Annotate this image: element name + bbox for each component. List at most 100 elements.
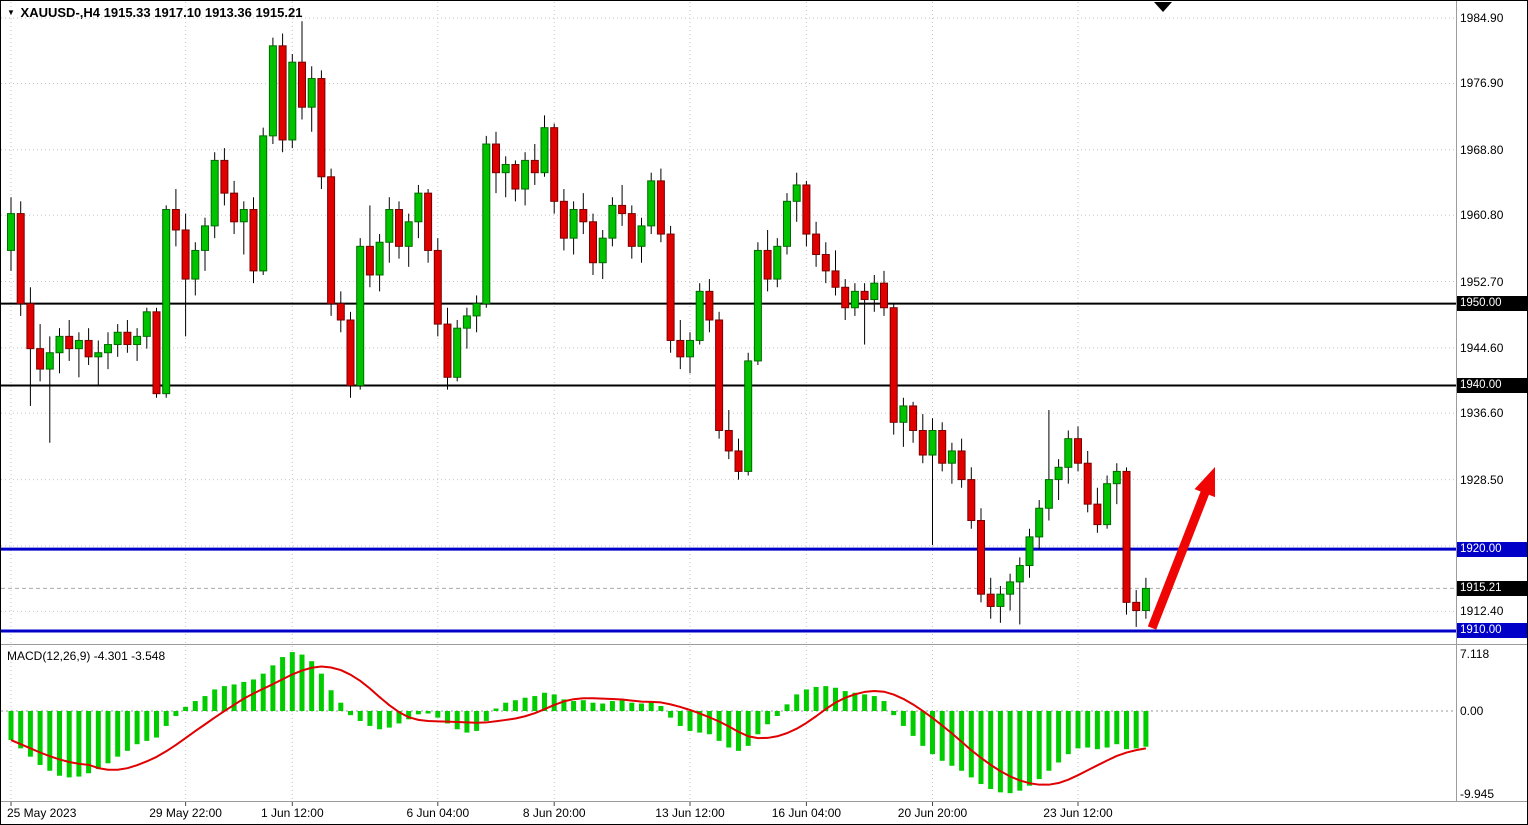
macd-bar bbox=[512, 700, 518, 711]
time-axis[interactable]: 25 May 2023 29 May 22:00 1 Jun 12:00 6 Jun … bbox=[1, 802, 1456, 824]
price-level-badge: 1910.00 bbox=[1457, 623, 1527, 639]
macd-axis-label: 7.118 bbox=[1460, 647, 1490, 661]
candle-body bbox=[530, 159, 539, 174]
time-axis-label: 29 May 22:00 bbox=[149, 806, 222, 820]
macd-bar bbox=[163, 711, 169, 726]
time-axis-label: 25 May 2023 bbox=[7, 806, 77, 820]
candle-body bbox=[705, 290, 714, 321]
candle-body bbox=[424, 192, 433, 251]
candle-body bbox=[7, 213, 15, 251]
macd-bar bbox=[997, 711, 1003, 793]
candle-body bbox=[909, 405, 918, 431]
candle-body bbox=[210, 159, 219, 227]
candle-body bbox=[1103, 483, 1112, 526]
candlestick-series bbox=[7, 21, 1150, 627]
candle-body bbox=[472, 303, 481, 317]
macd-bar bbox=[871, 696, 877, 711]
macd-bar bbox=[1094, 711, 1100, 750]
macd-bar bbox=[862, 694, 868, 711]
candle-body bbox=[821, 254, 830, 272]
candle-body bbox=[84, 339, 93, 358]
time-axis-label: 23 Jun 12:00 bbox=[1043, 806, 1113, 820]
candle-body bbox=[16, 213, 25, 305]
macd-bar bbox=[619, 700, 625, 711]
macd-bar bbox=[1124, 711, 1129, 750]
candle-body bbox=[986, 593, 995, 607]
time-axis-label: 8 Jun 20:00 bbox=[522, 806, 586, 820]
macd-axis-label: -9.945 bbox=[1460, 786, 1495, 801]
candle-body bbox=[579, 209, 588, 223]
candle-body bbox=[802, 184, 811, 235]
macd-bar bbox=[590, 702, 596, 711]
macd-bar bbox=[755, 711, 761, 735]
macd-bar bbox=[396, 711, 402, 724]
candle-body bbox=[656, 180, 665, 235]
candle-body bbox=[152, 311, 161, 395]
macd-bar bbox=[658, 706, 664, 711]
price-level-badge: 1920.00 bbox=[1457, 541, 1527, 557]
time-axis-label: 1 Jun 12:00 bbox=[260, 806, 324, 820]
candle-body bbox=[812, 233, 821, 256]
macd-bar bbox=[406, 711, 412, 720]
candle-body bbox=[860, 290, 869, 301]
macd-bar bbox=[37, 711, 43, 765]
price-axis-label: 1944.60 bbox=[1460, 340, 1504, 355]
macd-bar bbox=[86, 711, 92, 774]
price-level-badge: 1950.00 bbox=[1457, 296, 1527, 312]
candle-body bbox=[36, 348, 45, 370]
macd-bar bbox=[1075, 711, 1081, 749]
candle-body bbox=[346, 319, 355, 386]
macd-bar bbox=[474, 711, 480, 731]
candle-body bbox=[521, 159, 530, 190]
candle-body bbox=[977, 520, 985, 595]
macd-bar bbox=[425, 711, 431, 714]
candle-body bbox=[880, 282, 888, 309]
candle-body bbox=[482, 143, 491, 305]
macd-bar bbox=[988, 711, 994, 790]
candle-body bbox=[104, 344, 112, 354]
macd-bar bbox=[949, 711, 955, 766]
candle-body bbox=[637, 225, 646, 247]
macd-bar bbox=[1133, 711, 1139, 749]
macd-bar bbox=[522, 697, 528, 711]
macd-bar bbox=[18, 711, 24, 749]
price-axis-label: 1936.60 bbox=[1460, 406, 1504, 421]
macd-bar bbox=[609, 701, 615, 711]
macd-bar bbox=[66, 711, 72, 778]
candle-body bbox=[1025, 536, 1034, 567]
candle-body bbox=[608, 204, 617, 239]
candle-body bbox=[462, 315, 471, 329]
price-axis[interactable]: 1984.90 1976.90 1968.80 1960.80 1952.70 1944.… bbox=[1457, 1, 1527, 801]
macd-bar bbox=[493, 708, 499, 711]
macd-bar bbox=[910, 711, 916, 736]
macd-bar bbox=[386, 711, 392, 728]
macd-bar bbox=[367, 711, 373, 726]
macd-bar bbox=[900, 711, 906, 726]
candle-body bbox=[171, 209, 180, 231]
macd-bar bbox=[668, 711, 674, 718]
candle-body bbox=[356, 245, 365, 386]
macd-bar bbox=[571, 701, 577, 711]
candle-body bbox=[1122, 470, 1131, 603]
time-axis-label: 13 Jun 12:00 bbox=[655, 806, 725, 820]
candle-body bbox=[511, 163, 520, 190]
macd-bar bbox=[503, 702, 509, 711]
candle-body bbox=[113, 331, 122, 346]
symbol-dropdown-icon[interactable]: ▼ bbox=[7, 8, 15, 17]
macd-bar bbox=[551, 694, 557, 711]
macd-bar bbox=[891, 711, 897, 716]
macd-bar bbox=[231, 684, 237, 711]
macd-bar bbox=[600, 703, 606, 711]
macd-bar bbox=[221, 686, 227, 711]
macd-main-value: -4.301 bbox=[93, 649, 128, 663]
candle-body bbox=[1083, 462, 1092, 505]
candle-body bbox=[94, 352, 103, 358]
chart-shift-marker-icon[interactable] bbox=[1154, 2, 1172, 12]
price-axis-label: 1976.90 bbox=[1460, 76, 1504, 91]
trend-arrow-annotation[interactable] bbox=[1147, 467, 1216, 630]
macd-bar bbox=[309, 661, 315, 711]
candle-body bbox=[433, 249, 442, 325]
macd-bar bbox=[639, 703, 644, 711]
candle-body bbox=[336, 303, 345, 321]
